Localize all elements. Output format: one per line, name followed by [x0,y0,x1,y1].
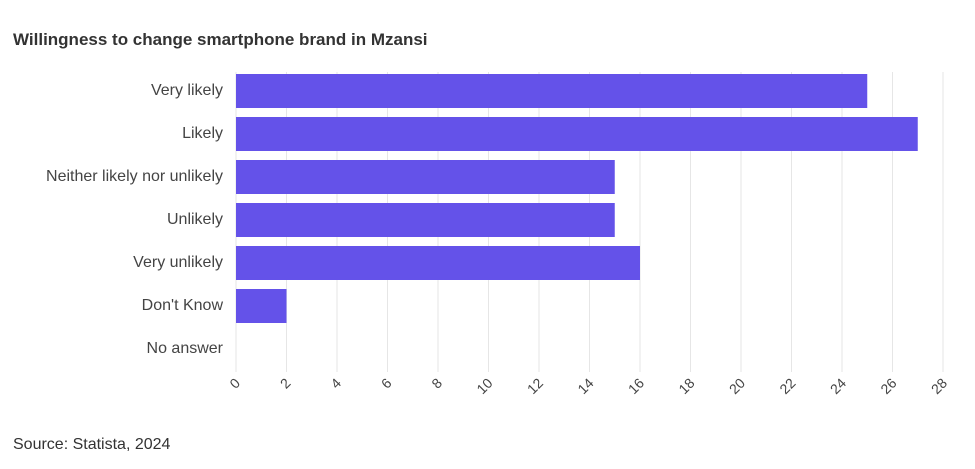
x-tick-label: 28 [928,375,950,397]
x-tick-label: 18 [675,375,697,397]
category-labels: Very likely Likely Neither likely nor unli… [46,82,224,357]
bar [236,289,287,323]
bar [236,203,615,237]
bars [236,74,918,323]
x-tick-label: 14 [574,375,596,397]
category-label: Don't Know [142,297,224,314]
bar [236,74,868,108]
x-tick-label: 26 [877,375,899,397]
bar [236,117,918,151]
category-label: Neither likely nor unlikely [46,168,223,185]
x-tick-label: 16 [625,375,647,397]
bar [236,246,640,280]
x-tick-label: 2 [277,375,294,392]
category-label: Unlikely [167,211,223,228]
category-label: Very likely [151,82,223,99]
category-label: No answer [147,340,224,357]
x-tick-label: 24 [827,375,849,397]
x-tick-label: 12 [524,375,546,397]
x-tick-label: 6 [378,375,395,392]
x-tick-label: 0 [226,375,243,392]
x-tick-label: 8 [428,375,445,392]
x-tick-label: 20 [726,375,748,397]
chart-title: Willingness to change smartphone brand i… [13,30,428,49]
x-tick-label: 4 [327,375,344,392]
category-label: Very unlikely [133,254,223,271]
category-label: Likely [182,125,223,142]
x-tick-labels: 0 2 4 6 8 10 12 14 16 18 20 22 24 26 28 [226,375,950,397]
chart-source: Source: Statista, 2024 [13,436,171,453]
x-tick-label: 10 [473,375,495,397]
x-tick-label: 22 [776,375,798,397]
bar [236,160,615,194]
